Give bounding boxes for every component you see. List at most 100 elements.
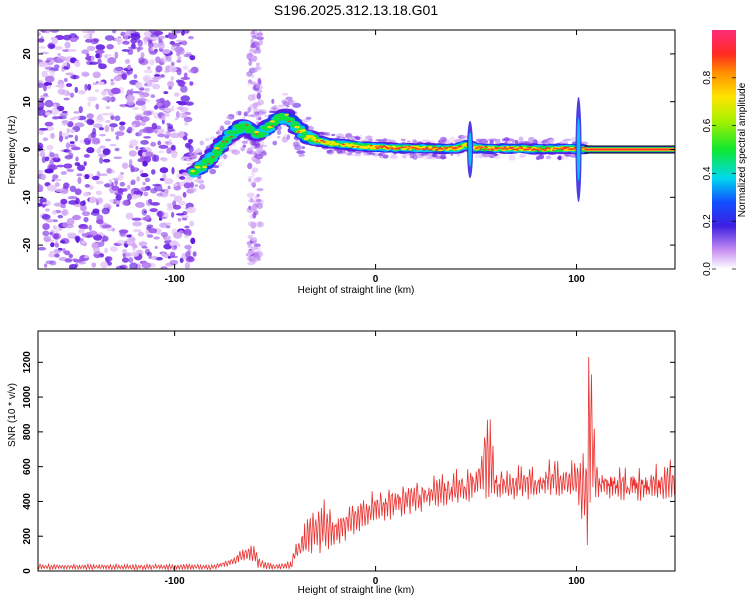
spectrogram-cell [89,184,94,190]
spectrogram-cell [105,119,111,123]
spectrogram-cell [54,182,60,187]
spectrogram-cell [331,133,336,137]
spectrogram-cell [78,228,85,233]
spectrogram-cell [43,235,52,242]
spectrogram-cell [149,30,158,34]
spectrogram-cell [83,154,90,158]
spectrogram-cell [123,33,129,41]
spectrogram-cell [560,156,568,160]
spectrogram-cell [198,184,206,190]
spectrogram-cell [90,55,95,61]
spectrogram-cell [74,60,81,68]
chart-title: S196.2025.312.13.18.G01 [274,2,438,18]
spectrogram-y-tick-label: 0 [22,146,33,152]
spectrogram-cell [148,255,153,260]
spectrogram-cell [50,242,55,248]
spectrogram-cell [312,136,317,140]
spectrogram-cell [551,149,555,151]
spectrogram-cell [538,147,542,149]
spectrogram-y-tick-label: -10 [22,190,33,205]
spectrogram-cell [61,67,65,73]
spectrogram-cell [563,147,567,150]
spectrogram-cell [573,146,577,149]
spectrogram-cell [140,140,149,145]
spectrogram-cell [44,121,54,127]
spectrogram-cell [181,172,190,176]
spectrogram-cell [63,182,70,189]
spectrogram-cell [161,49,171,55]
spectrogram-cell [133,73,138,79]
spectrogram-cell [115,265,126,269]
spectrogram-cell [164,99,171,108]
spectrogram-cell [170,47,175,51]
spectrogram-cell [545,147,549,149]
spectrogram-cell [190,169,196,173]
snr-x-label: Height of straight line (km) [298,585,415,596]
spectrogram-cell [51,179,55,182]
colorbar-tick-label: 0.0 [702,262,713,276]
spectrogram-cell [138,241,148,247]
spectrogram-cell [485,146,489,148]
spectrogram-cell [118,229,129,234]
spectrogram-cell [140,149,148,153]
spectrogram-cell [256,148,261,153]
spectrogram-cell [132,229,142,233]
spectrogram-cell [219,125,225,132]
spectrogram-cell [80,226,89,230]
spectrogram-cell [45,59,51,63]
spectrogram-y-tick-label: 10 [22,96,33,108]
spectrogram-cell [250,55,258,62]
spectrogram-cell [182,65,189,70]
spectrogram-cell [188,145,194,153]
spectrogram-cell [146,224,154,229]
spectrogram-cell [189,220,195,227]
spectrogram-cell [42,84,47,92]
spectrogram-cell [59,112,69,117]
spectrogram-cell [179,257,184,263]
spectrogram-cell [397,148,401,150]
spectrogram-cell [134,81,143,89]
spectrogram-cell [48,44,55,49]
spectrogram-cell [536,156,541,159]
spectrogram-cell [90,131,97,139]
spectrogram-cell [82,191,89,197]
snr-x-tick-label: 100 [568,576,585,587]
spectrogram-cell [59,189,69,195]
spectrogram-cell [240,146,245,152]
spectrogram-cell [375,138,384,142]
spectrogram-cell [52,225,57,230]
spectrogram-cell [149,79,159,83]
spectrogram-cell [119,181,126,187]
spectrogram-cell [164,188,169,195]
spectrogram-cell [50,107,60,116]
spectrogram-cell [109,199,115,203]
spectrogram-y-label: Frequency (Hz) [7,116,18,185]
spectrogram-cell [223,153,227,160]
spectrogram-cell [181,253,187,260]
spectrogram-cell [151,156,157,162]
spectrogram-cell [76,173,83,177]
spectrogram-y-tick-label: 20 [22,48,33,60]
spectrogram-cell [519,155,525,159]
spectrogram-cell [246,241,253,246]
snr-y-label: SNR (10 * v/v) [7,383,18,447]
spectrogram-cell [86,53,90,58]
spectrogram-cell [256,32,264,36]
spectrogram-cell [107,57,117,65]
spectrogram-cell [63,97,70,101]
spectrogram-cell [163,113,170,117]
spectrogram-cell [121,104,125,108]
spectrogram-cell [121,73,128,81]
spectrogram-cell [38,127,49,131]
spectrogram-cell [83,161,87,166]
spectrogram-cell [391,148,395,150]
spectrogram-cell [163,243,172,250]
spectrogram-cell [243,111,250,114]
spectrogram-x-tick-label: -100 [165,274,185,285]
spectrogram-cell [45,260,54,265]
spectrogram-cell [102,96,113,102]
spectrogram-cell [45,218,55,223]
spectrogram-x-label: Height of straight line (km) [298,285,415,296]
spectrogram-cell [150,36,159,41]
